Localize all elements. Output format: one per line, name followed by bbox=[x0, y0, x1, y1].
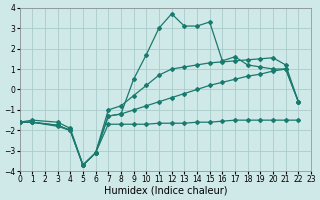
X-axis label: Humidex (Indice chaleur): Humidex (Indice chaleur) bbox=[104, 186, 227, 196]
